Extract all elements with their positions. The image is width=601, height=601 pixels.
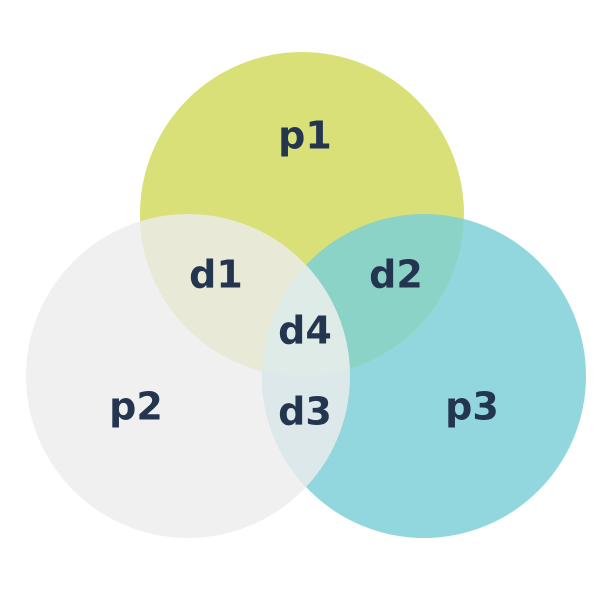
label-p2: p2	[109, 385, 163, 429]
label-d4: d4	[278, 309, 332, 353]
label-d2: d2	[369, 253, 423, 297]
label-p1: p1	[278, 114, 332, 158]
label-d3: d3	[278, 390, 332, 434]
label-d1: d1	[189, 253, 243, 297]
overlap-d2	[262, 214, 464, 376]
label-p3: p3	[445, 385, 499, 429]
overlap-d1	[140, 214, 350, 376]
